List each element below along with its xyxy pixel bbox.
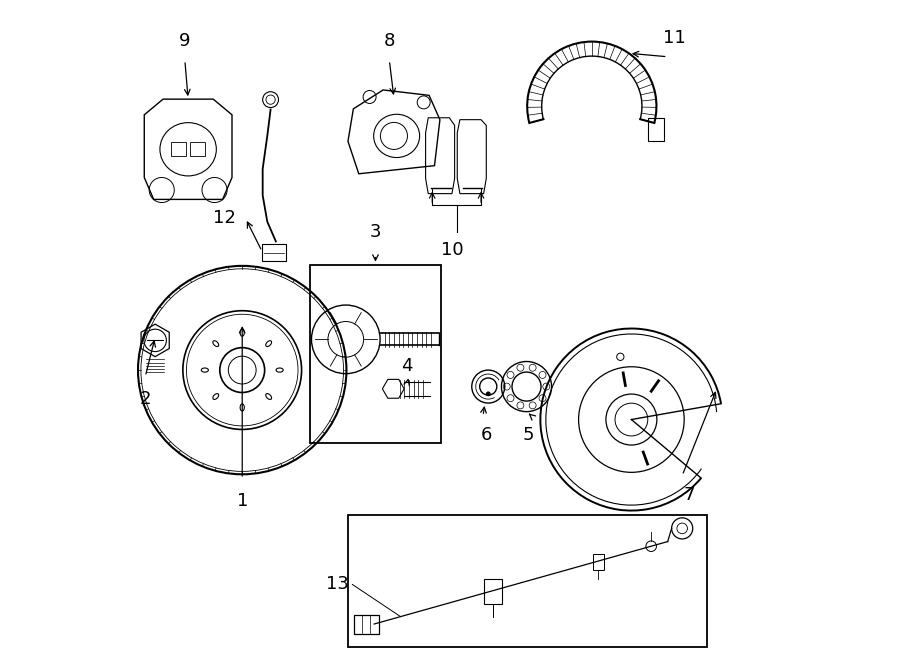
Text: 2: 2 (140, 390, 151, 408)
Bar (190, 141, 205, 155)
Bar (355, 615, 380, 634)
Bar (171, 141, 186, 155)
Text: 9: 9 (179, 32, 191, 50)
Bar (648, 118, 664, 141)
Bar (310, 264, 441, 443)
Text: 12: 12 (212, 210, 236, 227)
Text: 1: 1 (237, 492, 248, 510)
Text: 6: 6 (481, 426, 492, 444)
Text: 3: 3 (370, 223, 382, 241)
Text: 11: 11 (663, 29, 686, 47)
Text: 5: 5 (522, 426, 534, 444)
Text: 13: 13 (326, 576, 349, 594)
Bar (593, 554, 604, 570)
Text: 4: 4 (401, 357, 413, 375)
Text: 8: 8 (383, 32, 395, 50)
Text: 7: 7 (683, 486, 695, 504)
Bar (347, 515, 707, 647)
Bar (262, 244, 286, 260)
Text: 10: 10 (441, 241, 464, 260)
Bar (483, 579, 502, 604)
Circle shape (487, 392, 490, 395)
